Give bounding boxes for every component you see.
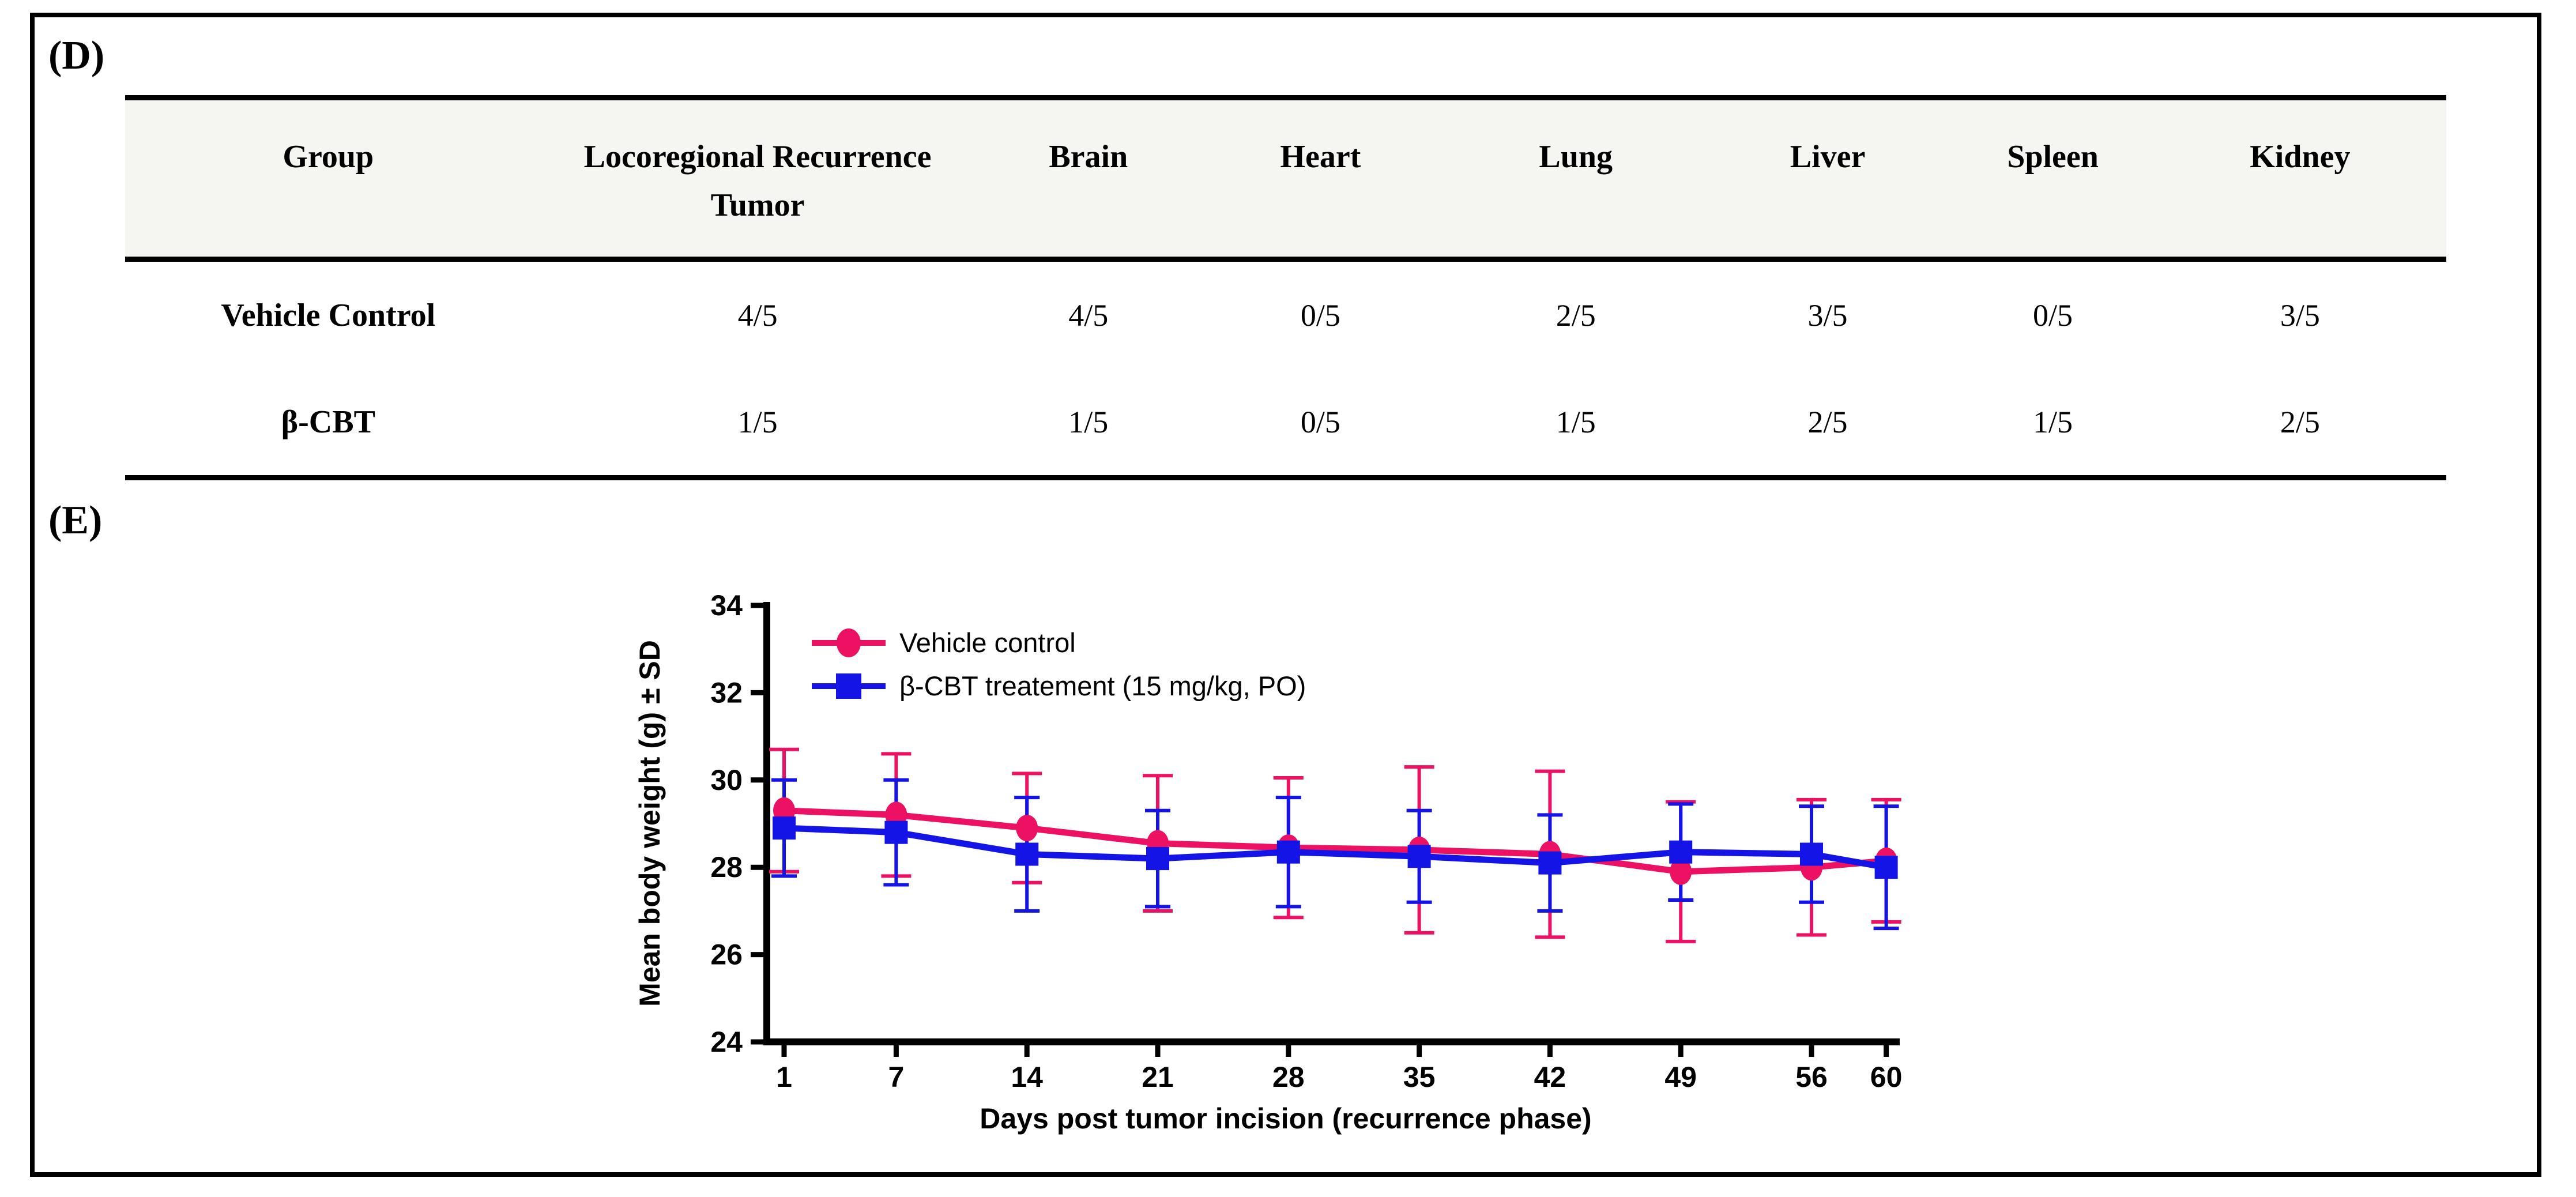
data-point-square	[1015, 842, 1039, 866]
x-tick-label: 7	[888, 1061, 904, 1093]
y-tick-label: 24	[710, 1026, 743, 1058]
x-axis-title: Days post tumor incision (recurrence pha…	[980, 1102, 1591, 1135]
y-tick-label: 32	[710, 676, 743, 709]
y-axis-title: Mean body weight (g) ± SD	[634, 640, 666, 1007]
legend-label: Vehicle control	[899, 627, 1076, 658]
column-header-group: Group	[125, 97, 532, 262]
table-cell: 2/5	[1807, 404, 1848, 439]
table-cell: 0/5	[1300, 298, 1340, 333]
legend-label: β-CBT treatement (15 mg/kg, PO)	[899, 671, 1306, 701]
table-cell: 1/5	[2033, 404, 2073, 439]
x-tick-label: 14	[1011, 1061, 1043, 1093]
recurrence-metastasis-table: Group Locoregional Recurrence Tumor Brain H…	[125, 95, 2446, 480]
panel-e-label: (E)	[48, 498, 103, 543]
x-tick-label: 21	[1142, 1061, 1174, 1093]
data-point-square	[1538, 851, 1562, 875]
series-line-vehicle-control	[784, 807, 1887, 875]
group-cell-cbt: β-CBT	[281, 404, 375, 440]
data-point-square	[1146, 847, 1169, 871]
x-tick-label: 28	[1272, 1061, 1305, 1093]
x-tick-label: 56	[1795, 1061, 1828, 1093]
y-tick-label: 30	[710, 764, 743, 796]
y-tick-label: 28	[710, 851, 743, 883]
table-cell: 0/5	[2033, 298, 2073, 333]
table-cell: 1/5	[1556, 404, 1596, 439]
table-cell: 1/5	[737, 404, 778, 439]
data-point-square	[1276, 840, 1300, 864]
table-cell: 3/5	[1807, 298, 1848, 333]
table-cell: 2/5	[2280, 404, 2320, 439]
series-line-bcbt-treatment	[784, 825, 1887, 871]
table-cell: 1/5	[1068, 404, 1109, 439]
column-header-heart: Heart	[1192, 97, 1448, 262]
column-header-brain: Brain	[984, 97, 1193, 262]
group-cell-vehicle-control: Vehicle Control	[221, 297, 436, 333]
column-header-liver: Liver	[1703, 97, 1952, 262]
table-cell: 4/5	[737, 298, 778, 333]
x-tick-label: 60	[1870, 1061, 1903, 1093]
y-tick-label: 34	[710, 589, 743, 622]
x-tick-label: 35	[1403, 1061, 1436, 1093]
body-weight-chart: 24 26 28 30 32 34 1 7 14 21 28 35 42 49 56 60 Mean body …	[634, 589, 1903, 1135]
table-row-vehicle-control: Vehicle Control 4/5 4/5 0/5 2/5 3/5 0/5 3/5	[125, 259, 2446, 369]
x-tick-label: 49	[1664, 1061, 1697, 1093]
data-point-square	[1874, 856, 1898, 879]
x-tick-label: 1	[776, 1061, 792, 1093]
table-cell: 3/5	[2280, 298, 2320, 333]
panel-d-label: (D)	[48, 33, 105, 78]
table-cell: 0/5	[1300, 404, 1340, 439]
column-header-lung: Lung	[1448, 97, 1704, 262]
data-point-square	[1669, 840, 1693, 864]
column-header-locoregional-recurrence-tumor: Locoregional Recurrence Tumor	[531, 97, 984, 262]
data-point-circle	[1016, 815, 1038, 842]
data-point-square	[1407, 845, 1431, 868]
table-row-cbt: β-CBT 1/5 1/5 0/5 1/5 2/5 1/5 2/5	[125, 368, 2446, 478]
data-point-circle	[1670, 858, 1692, 885]
table-header-row: Group Locoregional Recurrence Tumor Brain H…	[125, 97, 2446, 262]
legend-marker-circle	[837, 628, 861, 657]
y-tick-label: 26	[710, 939, 743, 971]
legend-marker-square	[836, 673, 861, 699]
x-tick-label: 42	[1534, 1061, 1566, 1093]
data-point-square	[773, 816, 796, 840]
column-header-spleen: Spleen	[1952, 97, 2154, 262]
data-point-square	[884, 820, 908, 844]
data-point-square	[1800, 842, 1823, 866]
table-cell: 2/5	[1556, 298, 1596, 333]
column-header-kidney: Kidney	[2153, 97, 2446, 262]
table-cell: 4/5	[1068, 298, 1109, 333]
